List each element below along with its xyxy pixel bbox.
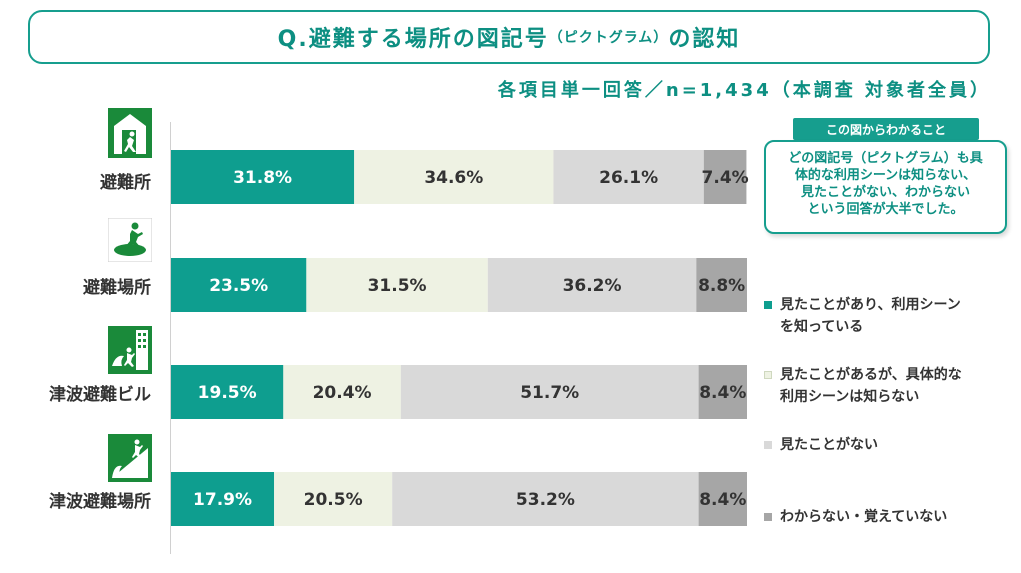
legend-item-not-seen: 見たことがない xyxy=(764,434,1014,456)
bar-segment-unknown xyxy=(698,365,747,419)
bar-segment-seen-know xyxy=(171,258,307,312)
legend-item-seen-not-know: 見たことがあるが、具体的な 利用シーンは知らない xyxy=(764,364,1014,408)
evacuation-area-icon xyxy=(108,218,152,262)
legend-label: 見たことがない xyxy=(780,437,878,453)
chart-title-main: Q.避難する場所の図記号 xyxy=(277,27,549,52)
bar-segment-seen-know xyxy=(171,472,275,526)
legend-item-unknown: わからない・覚えていない xyxy=(764,506,1014,528)
bar-value-label: 36.2% xyxy=(563,276,622,296)
legend-label: 見たことがあり、利用シーン xyxy=(780,297,961,313)
bar-value-label: 20.4% xyxy=(313,383,372,403)
bar-segment-seen-know xyxy=(171,365,284,419)
note-line: 見たことがない、わからない xyxy=(800,185,970,200)
bar-value-label: 20.5% xyxy=(304,490,363,510)
evacuation-shelter-icon xyxy=(108,108,152,158)
legend-label: わからない・覚えていない xyxy=(780,509,948,525)
bar-value-label: 51.7% xyxy=(520,383,579,403)
bar-value-label: 7.4% xyxy=(702,168,749,188)
legend-item-seen-know: 見たことがあり、利用シーン を知っている xyxy=(764,294,1014,338)
category-axis-line xyxy=(170,122,171,554)
legend-label: 利用シーンは知らない xyxy=(780,389,920,405)
tsunami-evacuation-area-icon xyxy=(108,434,152,482)
bar-value-label: 34.6% xyxy=(424,168,483,188)
legend-swatch xyxy=(764,441,772,449)
bar-value-label: 17.9% xyxy=(193,490,252,510)
legend-swatch xyxy=(764,371,772,379)
note-line: どの図記号（ピクトグラム）も具 xyxy=(788,151,983,166)
chart-subtitle: 各項目単一回答／n=1,434（本調査 対象者全員） xyxy=(497,80,991,101)
chart-title-end: の認知 xyxy=(668,27,741,52)
bar-segment-seen-not-know xyxy=(283,365,401,419)
bar-value-label: 8.4% xyxy=(699,490,746,510)
bar-value-label: 8.4% xyxy=(699,383,746,403)
category-label-evacuation-area: 避難場所 xyxy=(83,278,151,298)
category-label-tsunami-area: 津波避難場所 xyxy=(49,492,151,512)
note-heading: この図からわかること xyxy=(793,118,979,140)
note-line: という回答が大半でした。 xyxy=(807,202,964,217)
bar-value-label: 19.5% xyxy=(198,383,257,403)
bar-segment-seen-not-know xyxy=(274,472,393,526)
bar-value-label: 53.2% xyxy=(516,490,575,510)
note-box: どの図記号（ピクトグラム）も具 体的な利用シーンは知らない、 見たことがない、わ… xyxy=(764,140,1007,234)
category-label-shelter: 避難所 xyxy=(100,173,151,193)
legend-swatch xyxy=(764,513,772,521)
bar-segment-not-seen xyxy=(392,472,699,526)
bar-segment-not-seen xyxy=(400,365,699,419)
bar-segment-not-seen xyxy=(487,258,697,312)
tsunami-evacuation-building-icon xyxy=(108,326,152,374)
bar-value-label: 31.8% xyxy=(233,168,292,188)
chart-title-small: （ピクトグラム） xyxy=(548,30,669,46)
bar-value-label: 8.8% xyxy=(698,276,745,296)
bar-value-label: 31.5% xyxy=(368,276,427,296)
bar-segment-seen-not-know xyxy=(354,150,554,204)
legend-label: 見たことがあるが、具体的な xyxy=(780,367,962,383)
bar-segment-seen-know xyxy=(171,150,355,204)
legend-swatch xyxy=(764,301,772,309)
bar-segment-unknown xyxy=(696,258,747,312)
chart-title-box: Q.避難する場所の図記号 （ピクトグラム） の認知 xyxy=(28,10,990,64)
bar-segment-unknown xyxy=(703,150,747,204)
bar-segment-seen-not-know xyxy=(306,258,488,312)
note-line: 体的な利用シーンは知らない、 xyxy=(794,168,977,183)
bar-segment-unknown xyxy=(698,472,747,526)
bar-value-label: 23.5% xyxy=(209,276,268,296)
legend-label: を知っている xyxy=(780,319,864,335)
category-label-tsunami-building: 津波避難ビル xyxy=(49,385,151,405)
bar-segment-not-seen xyxy=(553,150,704,204)
bar-value-label: 26.1% xyxy=(599,168,658,188)
